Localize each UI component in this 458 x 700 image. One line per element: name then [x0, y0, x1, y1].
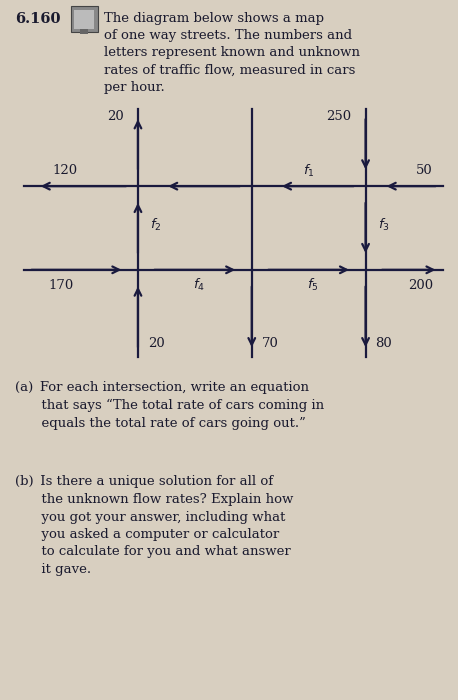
Text: 200: 200: [408, 279, 433, 292]
FancyBboxPatch shape: [74, 10, 94, 29]
Text: (b) Is there a unique solution for all of
   the unknown flow rates? Explain how: (b) Is there a unique solution for all o…: [15, 475, 294, 576]
Text: $f_1$: $f_1$: [303, 163, 315, 179]
Text: 6.160: 6.160: [15, 12, 60, 26]
Text: The diagram below shows a map
of one way streets. The numbers and
letters repres: The diagram below shows a map of one way…: [104, 12, 360, 94]
Text: 20: 20: [148, 337, 164, 349]
Text: 170: 170: [48, 279, 73, 292]
Text: 70: 70: [262, 337, 278, 349]
Text: $f_4$: $f_4$: [193, 277, 206, 293]
Text: 50: 50: [416, 164, 433, 177]
Text: 80: 80: [376, 337, 392, 349]
Text: (a) For each intersection, write an equation
   that says “The total rate of car: (a) For each intersection, write an equa…: [15, 382, 324, 430]
Text: 20: 20: [107, 110, 124, 123]
Text: 120: 120: [53, 164, 78, 177]
Text: $f_3$: $f_3$: [378, 216, 390, 232]
Text: $f_5$: $f_5$: [307, 277, 319, 293]
FancyBboxPatch shape: [71, 6, 98, 32]
Bar: [80, 29, 88, 34]
Text: 250: 250: [326, 110, 351, 123]
Text: $f_2$: $f_2$: [150, 216, 162, 232]
